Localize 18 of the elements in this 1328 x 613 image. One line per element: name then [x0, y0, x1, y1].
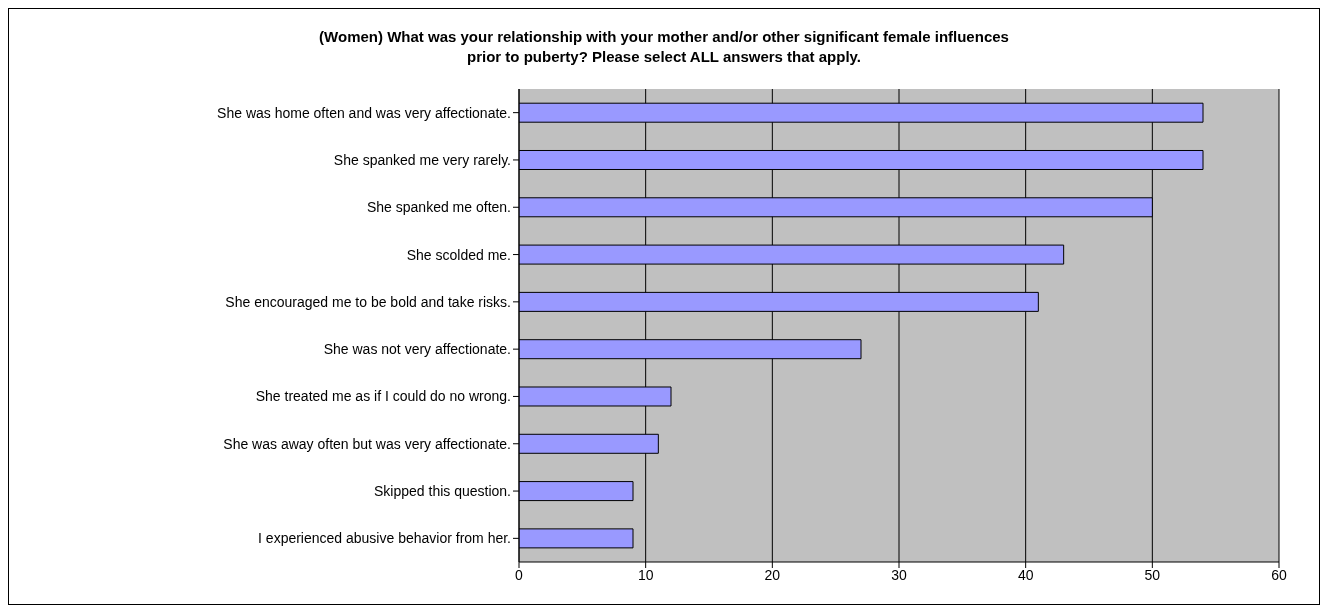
- x-tick-label: 40: [1017, 566, 1034, 583]
- y-tick-label: She treated me as if I could do no wrong.: [255, 388, 511, 405]
- y-tick-label: She was home often and was very affectionate.: [217, 104, 511, 121]
- y-tick-label: I experienced abusive behavior from her.: [258, 530, 511, 547]
- x-tick-label: 10: [637, 566, 654, 583]
- x-tick-label: 20: [764, 566, 781, 583]
- y-tick-label: She encouraged me to be bold and take risks.: [225, 293, 511, 310]
- x-tick-label: 60: [1271, 566, 1287, 583]
- x-tick-label: 50: [1144, 566, 1161, 583]
- y-tick-label: She scolded me.: [406, 246, 511, 263]
- chart-title: (Women) What was your relationship with your mother and/or other significant female influences prior to puberty? Please select ALL answers that apply.: [318, 27, 1010, 67]
- y-tick-label: She spanked me often.: [367, 199, 511, 216]
- y-tick-label: She spanked me very rarely.: [333, 151, 511, 168]
- x-tick-label: 0: [515, 566, 524, 583]
- y-tick-label: She was not very affectionate.: [323, 341, 511, 358]
- y-tick-label: She was away often but was very affectionate.: [223, 435, 511, 452]
- x-tick-label: 30: [891, 566, 907, 583]
- y-tick-label: Skipped this question.: [374, 483, 511, 500]
